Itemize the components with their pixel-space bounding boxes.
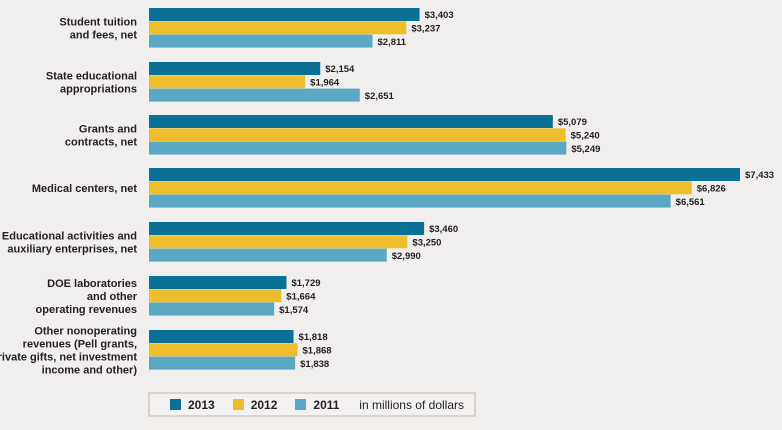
category-label: Educational activities and auxiliary ente…: [2, 230, 137, 255]
unit-note: in millions of dollars: [359, 397, 464, 412]
legend-item-2013: 2013: [170, 398, 215, 412]
value-label: $2,651: [365, 91, 395, 102]
value-label: $1,574: [279, 305, 309, 316]
bar-2013: [149, 8, 420, 21]
bar-2011: [149, 141, 567, 155]
bar-2011: [149, 356, 296, 370]
value-label: $6,826: [697, 183, 726, 194]
bar-2012: [149, 235, 408, 249]
legend-swatch-2013: [170, 399, 181, 410]
bar-2013: [149, 115, 553, 128]
value-label: $3,460: [429, 224, 458, 235]
legend-label-2012: 2012: [250, 397, 278, 412]
category-label: Other nonoperating revenues (Pell grants,…: [0, 325, 137, 376]
value-label: $5,240: [571, 130, 600, 141]
legend-swatch-2011: [295, 399, 307, 410]
value-label: $1,818: [299, 332, 328, 343]
bar-2012: [149, 289, 282, 303]
bar-2013: [149, 222, 425, 235]
bar-2012: [149, 128, 566, 142]
value-label: $1,868: [303, 345, 332, 356]
value-label: $2,811: [378, 37, 407, 48]
category-label: Grants and contracts, net: [65, 123, 137, 148]
legend-item-2012: 2012: [232, 397, 278, 412]
value-label: $3,403: [425, 10, 454, 21]
bar-2013: [149, 168, 740, 181]
value-label: $5,249: [571, 144, 600, 155]
bar-2012: [149, 181, 692, 195]
value-label: $2,154: [325, 64, 355, 75]
value-label: $2,990: [392, 251, 421, 262]
legend-swatch-2012: [232, 399, 244, 410]
bar-2011: [149, 88, 360, 102]
legend-label-2011: 2011: [313, 397, 340, 412]
legend-label-2013: 2013: [188, 397, 215, 412]
value-label: $6,561: [676, 197, 706, 208]
value-label: $5,079: [558, 117, 587, 128]
bar-2012: [149, 343, 298, 357]
bar-2011: [149, 194, 671, 208]
bar-2011: [149, 34, 373, 48]
bar-2013: [149, 330, 294, 343]
value-label: $1,729: [291, 278, 320, 289]
category-label: Medical centers, net: [32, 183, 137, 195]
bar-2011: [149, 248, 387, 262]
value-label: $3,237: [411, 23, 440, 34]
value-label: $3,250: [412, 237, 441, 248]
value-label: $1,838: [300, 359, 329, 370]
legend: 2013 2012 2011 in millions of dollars: [148, 392, 476, 417]
value-label: $1,664: [286, 291, 316, 302]
bar-2013: [149, 276, 287, 289]
bar-2011: [149, 302, 275, 316]
category-label: Student tuition and fees, net: [59, 16, 137, 41]
bar-chart: Student tuition and fees, net $3,403 $3,237…: [0, 8, 774, 376]
value-label: $7,433: [745, 170, 774, 181]
legend-item-2011: 2011: [295, 398, 339, 412]
category-label: DOE laboratories and other operating reven…: [36, 278, 138, 316]
category-label: State educational appropriations: [46, 70, 137, 95]
bar-2012: [149, 75, 306, 89]
bar-2013: [149, 62, 321, 75]
value-label: $1,964: [310, 77, 340, 88]
bar-2012: [149, 21, 407, 35]
